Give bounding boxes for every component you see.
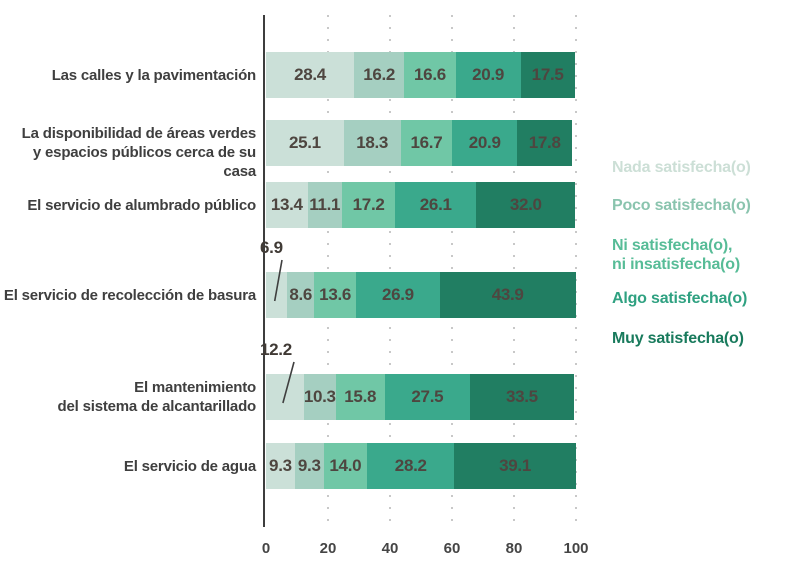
bar-segment [307,182,342,228]
x-tick-label-40: 40 [381,540,399,557]
value-label: 16.2 [363,65,396,84]
bar-segment [517,120,573,166]
bar-segment [266,374,304,420]
value-label: 8.6 [289,285,313,304]
bar-segment [452,120,518,166]
value-label: 26.9 [381,285,414,304]
category-label-line: y espacios públicos cerca de su casa [32,144,256,180]
bar-segment [400,120,453,166]
callout-value-label: 6.9 [260,238,283,257]
bar-segment [439,272,576,318]
value-label: 27.5 [411,387,444,406]
bar-segment [367,443,455,489]
category-label-line: La disponibilidad de áreas verdes [21,125,257,142]
legend-item-line: Algo satisfecha(o) [612,290,748,307]
bar-segment [469,374,574,420]
bar-segment [287,272,315,318]
gridline-40 [389,15,391,527]
bar-segment [314,272,357,318]
bar-segment [395,182,477,228]
x-tick-label-20: 20 [319,540,337,557]
x-tick-label-80: 80 [505,540,523,557]
bar-segment [343,120,401,166]
legend-item: Ni satisfecha(o), ni insatisfecha(o) [612,236,740,274]
bar-segment [294,443,324,489]
category-label-line: Las calles y la pavimentación [51,67,257,84]
category-label: El servicio de agua [0,457,256,476]
bar-segment [266,120,344,166]
bar-segment [341,182,396,228]
bar-segment [266,52,355,98]
legend-item: Muy satisfecha(o) [612,329,744,348]
category-label: Las calles y la pavimentación [0,66,257,85]
value-label: 26.1 [419,195,452,214]
value-label: 11.1 [309,195,341,214]
value-label: 20.9 [472,65,505,84]
legend-item: Nada satisfecha(o) [612,158,751,177]
legend-item: Poco satisfecha(o) [612,196,751,215]
legend-item-line: Nada satisfecha(o) [612,159,751,176]
legend-item-line: ni insatisfecha(o) [612,256,740,273]
value-label: 10.3 [303,387,336,406]
category-label-line: del sistema de alcantarillado [57,398,257,415]
category-label: El servicio de recolección de basura [0,286,256,305]
legend-item-line: Ni satisfecha(o), [612,237,733,254]
category-label: El servicio de alumbrado público [0,196,256,215]
gridline-100 [575,15,577,527]
x-tick-label-60: 60 [443,540,461,557]
value-label: 16.6 [414,65,446,84]
value-label: 18.3 [356,133,389,152]
value-label: 17.5 [531,65,564,84]
value-label: 25.1 [288,133,321,152]
category-label-line: El mantenimiento [134,379,256,396]
bar-segment [455,52,521,98]
bar-segment [356,272,440,318]
value-label: 32.0 [509,195,542,214]
legend-item: Algo satisfecha(o) [612,289,747,308]
value-label: 17.8 [528,133,561,152]
value-label: 20.9 [468,133,501,152]
value-label: 28.4 [294,65,326,84]
bar-segment [404,52,456,98]
legend-item-line: Muy satisfecha(o) [612,330,744,347]
value-label: 13.4 [270,195,303,214]
category-label-line: El servicio de recolección de basura [3,287,256,304]
x-tick-label-0: 0 [261,540,271,557]
category-label-line: El servicio de alumbrado público [27,197,256,214]
bar-segment [266,443,295,489]
value-label: 9.3 [297,456,321,475]
category-label: La disponibilidad de áreas verdes y espac… [0,124,257,181]
value-label: 14.0 [329,456,362,475]
gridline-80 [513,15,515,527]
value-label: 43.9 [491,285,524,304]
value-label: 15.8 [344,387,377,406]
bar-segment [354,52,405,98]
value-label: 17.2 [352,195,385,214]
bar-segment [323,443,368,489]
value-label: 33.5 [505,387,538,406]
bar-segment [520,52,575,98]
bar-segment [384,374,470,420]
category-label: El mantenimiento del sistema de alcantari… [0,378,257,416]
value-label: 28.2 [394,456,427,475]
bar-segment [335,374,385,420]
y-axis-line [263,15,265,527]
bar-segment [476,182,576,228]
value-label: 16.7 [410,133,443,152]
legend-item-line: Poco satisfecha(o) [612,197,751,214]
value-label: 39.1 [499,456,532,475]
value-label: 9.3 [269,456,292,475]
category-label-line: El servicio de agua [123,458,256,475]
value-label: 13.6 [319,285,352,304]
callout-value-label: 12.2 [260,340,292,359]
gridline-20 [327,15,329,527]
bar-segment [303,374,336,420]
bar-segment [454,443,576,489]
bar-segment [266,182,308,228]
x-tick-label-100: 100 [563,540,589,557]
gridline-60 [451,15,453,527]
bar-segment [266,272,288,318]
